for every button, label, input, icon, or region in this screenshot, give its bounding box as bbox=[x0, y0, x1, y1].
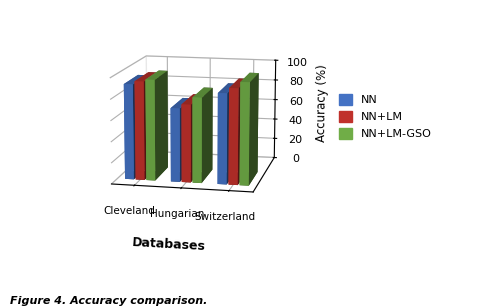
Legend: NN, NN+LM, NN+LM-GSO: NN, NN+LM, NN+LM-GSO bbox=[336, 91, 435, 143]
X-axis label: Databases: Databases bbox=[131, 236, 206, 254]
Text: Figure 4. Accuracy comparison.: Figure 4. Accuracy comparison. bbox=[10, 296, 207, 306]
